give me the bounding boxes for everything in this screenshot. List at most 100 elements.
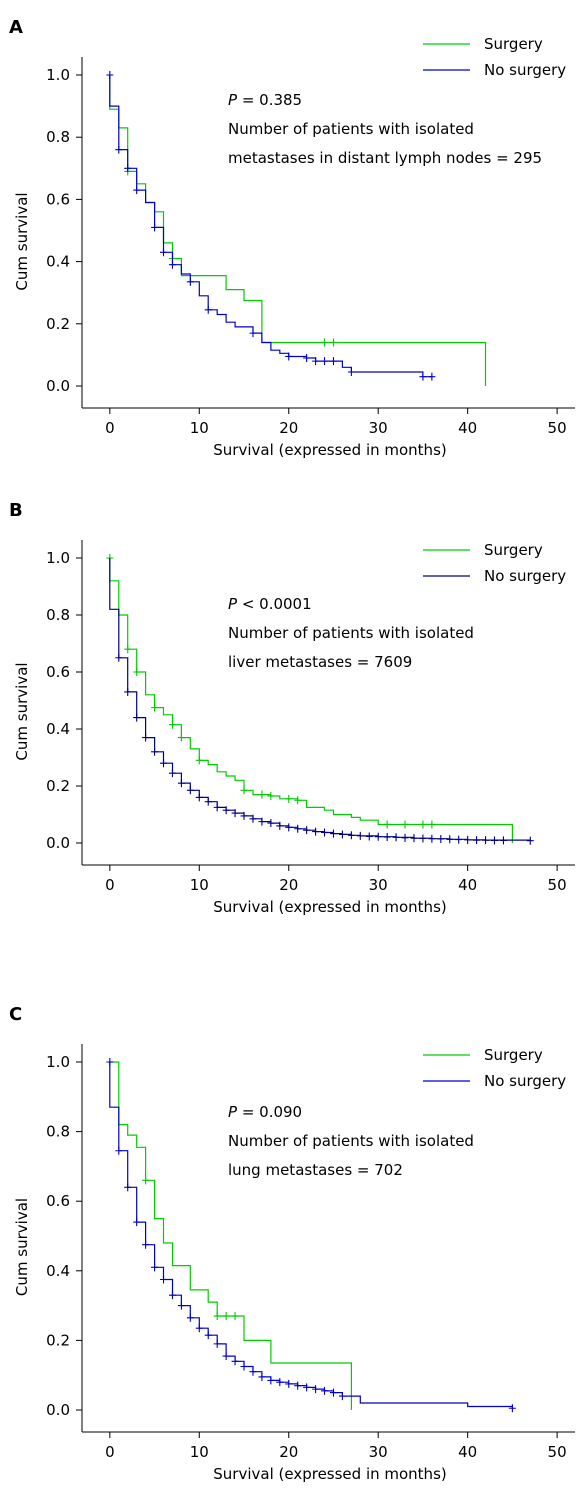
x-tick-label: 30 (369, 419, 388, 437)
p-value-annotation: P < 0.0001 (228, 595, 312, 613)
censor-mark-no-surgery (285, 823, 293, 832)
annotation-line-2: metastases in distant lymph nodes = 295 (228, 149, 542, 167)
censor-mark-no-surgery (473, 836, 481, 845)
annotation-line-1: Number of patients with isolated (228, 1132, 474, 1150)
censor-mark-no-surgery (347, 831, 355, 840)
censor-mark-no-surgery (231, 1357, 239, 1366)
censor-mark-no-surgery (160, 248, 168, 257)
censor-mark-no-surgery (374, 832, 382, 841)
censor-mark-surgery (401, 820, 409, 829)
censor-mark-surgery (329, 338, 337, 347)
x-tick-label: 20 (279, 876, 298, 894)
censor-mark-no-surgery (195, 793, 203, 802)
censor-mark-no-surgery (124, 164, 132, 173)
censor-mark-surgery (151, 703, 159, 712)
censor-mark-no-surgery (124, 1183, 132, 1192)
x-tick-label: 0 (105, 1443, 115, 1461)
x-tick-label: 50 (548, 1443, 567, 1461)
km-panel-c: C 0.0 0.2 0.4 0.6 0.8 1.0 0 10 20 30 40 50 Survival (… (0, 1000, 578, 1500)
x-tick-label: 30 (369, 876, 388, 894)
censor-mark-no-surgery (186, 277, 194, 286)
y-tick-label: 0.0 (46, 834, 70, 852)
x-axis-title: Survival (expressed in months) (213, 898, 446, 916)
x-tick-label: 40 (458, 1443, 477, 1461)
y-tick-label: 0.0 (46, 377, 70, 395)
km-curve-surgery (109, 558, 513, 843)
censor-mark-no-surgery (455, 835, 463, 844)
censor-mark-no-surgery (142, 733, 150, 742)
censor-mark-no-surgery (115, 1146, 123, 1155)
km-curve-no-surgery (109, 1062, 513, 1409)
annotation-line-2: lung metastases = 702 (228, 1161, 403, 1179)
censor-mark-no-surgery (499, 836, 507, 845)
y-tick-label: 0.8 (46, 128, 70, 146)
censor-mark-no-surgery (106, 71, 114, 79)
censor-mark-no-surgery (285, 1379, 293, 1388)
p-symbol: P (228, 595, 238, 613)
censor-mark-surgery (240, 786, 248, 795)
censor-mark-no-surgery (142, 1240, 150, 1249)
km-panel-b: B 0.0 0.2 0.4 0.6 0.8 1.0 0 10 20 30 40 50 Survival (… (0, 500, 578, 1000)
censor-mark-no-surgery (312, 827, 320, 836)
x-tick-label: 10 (190, 419, 209, 437)
p-value: < 0.0001 (237, 595, 312, 613)
x-tick-label: 20 (279, 1443, 298, 1461)
p-value: = 0.385 (237, 91, 302, 109)
x-tick-label: 20 (279, 419, 298, 437)
censor-mark-no-surgery (428, 834, 436, 843)
censor-mark-no-surgery (338, 830, 346, 839)
censor-mark-no-surgery (303, 826, 311, 835)
x-tick-label: 40 (458, 419, 477, 437)
censor-mark-surgery (195, 756, 203, 765)
censor-mark-no-surgery (347, 368, 355, 377)
censor-mark-no-surgery (160, 1275, 168, 1284)
censor-mark-no-surgery (133, 1218, 141, 1227)
censor-mark-no-surgery (186, 786, 194, 795)
censor-mark-no-surgery (482, 836, 490, 845)
y-tick-label: 0.8 (46, 1123, 70, 1141)
km-chart-a: A 0.0 0.2 0.4 0.6 0.8 1.0 0 10 20 30 40 50 Survival (… (9, 17, 575, 459)
censor-mark-no-surgery (249, 1367, 257, 1376)
censor-mark-no-surgery (303, 1383, 311, 1392)
censor-mark-no-surgery (151, 1263, 159, 1272)
censor-mark-no-surgery (168, 769, 176, 778)
censor-mark-no-surgery (258, 1372, 266, 1381)
censor-mark-no-surgery (115, 145, 123, 154)
censor-mark-surgery (142, 1176, 150, 1185)
y-tick-label: 0.2 (46, 777, 70, 795)
censor-mark-no-surgery (410, 834, 418, 843)
p-symbol: P (228, 91, 238, 109)
censor-mark-surgery (168, 720, 176, 729)
p-value: = 0.090 (237, 1103, 302, 1121)
censor-mark-surgery (133, 668, 141, 676)
x-tick-label: 50 (548, 419, 567, 437)
censor-mark-surgery (321, 338, 329, 347)
y-tick-label: 0.4 (46, 1262, 70, 1280)
censor-mark-no-surgery (151, 747, 159, 756)
censor-mark-no-surgery (168, 260, 176, 269)
censor-mark-no-surgery (526, 836, 534, 845)
annotation-line-2: liver metastases = 7609 (228, 653, 412, 671)
y-tick-label: 0.4 (46, 253, 70, 271)
censor-mark-no-surgery (213, 1339, 221, 1348)
censor-mark-no-surgery (437, 835, 445, 844)
censor-mark-no-surgery (392, 833, 400, 842)
panel-letter: A (9, 17, 23, 38)
censor-mark-no-surgery (285, 352, 293, 361)
censor-mark-no-surgery (428, 372, 436, 381)
censor-mark-no-surgery (177, 779, 185, 788)
censor-mark-no-surgery (151, 223, 159, 232)
x-tick-label: 10 (190, 1443, 209, 1461)
censor-mark-surgery (231, 1312, 239, 1321)
censor-mark-surgery (294, 796, 302, 805)
legend-label-surgery: Surgery (484, 1046, 543, 1064)
censor-mark-no-surgery (249, 329, 257, 338)
censor-mark-no-surgery (240, 1362, 248, 1371)
censor-mark-no-surgery (231, 809, 239, 818)
censor-mark-no-surgery (106, 1058, 114, 1066)
censor-mark-surgery (177, 733, 185, 742)
x-tick-label: 40 (458, 876, 477, 894)
censor-mark-surgery (213, 1312, 221, 1321)
censor-mark-no-surgery (294, 1381, 302, 1390)
censor-mark-surgery (419, 820, 427, 829)
